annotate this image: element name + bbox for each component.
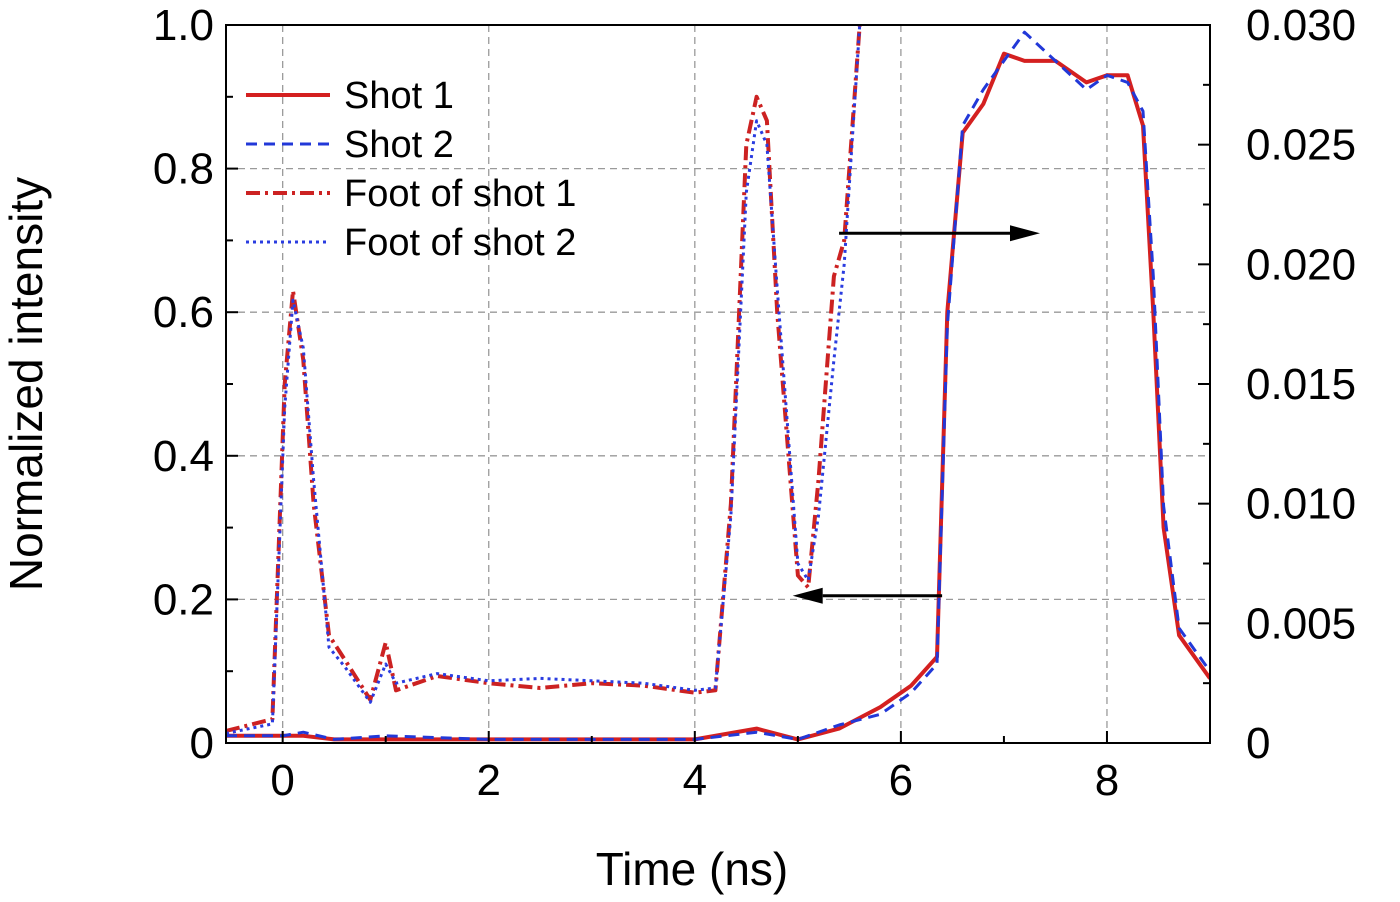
- x-tick-label: 8: [1095, 756, 1119, 805]
- y-left-tick-label: 0: [190, 719, 214, 768]
- y-right-tick-label: 0.005: [1246, 599, 1356, 648]
- x-tick-label: 6: [889, 756, 913, 805]
- y-right-tick-label: 0.020: [1246, 240, 1356, 289]
- axis-arrows: [792, 225, 1040, 604]
- series-layer: [226, 25, 1210, 742]
- legend-label-foot-of-shot-2: Foot of shot 2: [344, 222, 576, 264]
- y-axis-title: Normalized intensity: [0, 177, 52, 591]
- x-tick-label: 4: [683, 756, 707, 805]
- y-left-tick-label: 1.0: [153, 1, 214, 50]
- y-right-tick-label: 0.015: [1246, 360, 1356, 409]
- y-left-tick-label: 0.8: [153, 145, 214, 194]
- legend-label-foot-of-shot-1: Foot of shot 1: [344, 173, 576, 215]
- y-left-tick-label: 0.4: [153, 432, 214, 481]
- legend: Shot 1 Shot 2 Foot of shot 1 Foot of sho…: [246, 75, 576, 264]
- legend-label-shot-1: Shot 1: [344, 75, 454, 117]
- y-right-tick-label: 0: [1246, 719, 1270, 768]
- y-right-tick-label: 0.030: [1246, 1, 1356, 50]
- series-line-foot-of-shot-2: [226, 25, 862, 735]
- series-line-shot-2: [226, 30, 1210, 741]
- x-tick-label: 2: [477, 756, 501, 805]
- x-axis-title: Time (ns): [596, 843, 789, 895]
- axis-ticks: [226, 24, 1211, 744]
- tick-labels: 0 2 4 6 8 0 0.2 0.4 0.6 0.8 1.0 0 0.005 0.010 0.015 0.0…: [153, 1, 1356, 805]
- y-right-tick-label: 0.025: [1246, 121, 1356, 170]
- y-left-tick-label: 0.6: [153, 288, 214, 337]
- y-left-tick-label: 0.2: [153, 575, 214, 624]
- x-tick-label: 0: [270, 756, 294, 805]
- gridlines: [226, 25, 1210, 743]
- legend-label-shot-2: Shot 2: [344, 124, 454, 166]
- arrow-head-left: [792, 587, 823, 604]
- arrow-head-right: [1009, 225, 1040, 242]
- y-right-tick-label: 0.010: [1246, 480, 1356, 529]
- series-line-foot-of-shot-1: [226, 25, 862, 733]
